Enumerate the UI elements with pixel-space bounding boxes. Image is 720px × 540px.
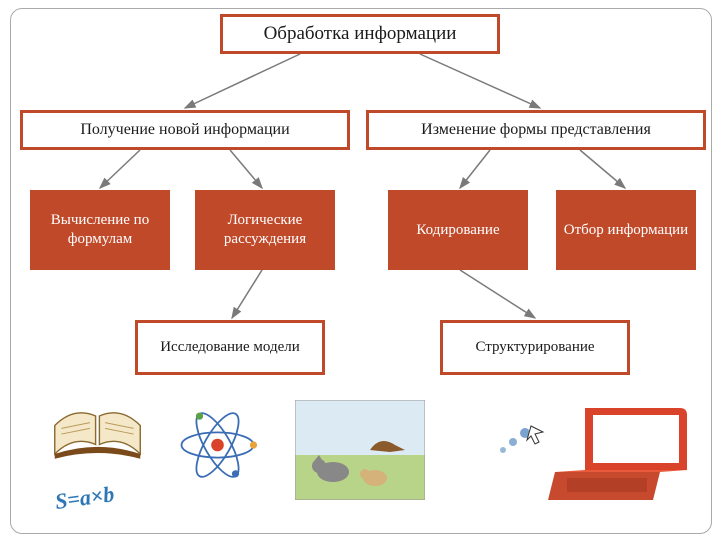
node-rchild-label: Структурирование xyxy=(475,339,594,356)
node-root-label: Обработка информации xyxy=(264,23,457,45)
node-r1-label: Кодирование xyxy=(416,221,499,240)
node-root: Обработка информации xyxy=(220,14,500,54)
animals-scene-icon xyxy=(295,400,425,500)
open-book-icon xyxy=(50,400,145,470)
node-r1: Кодирование xyxy=(388,190,528,270)
node-l2-label: Логические рассуждения xyxy=(195,211,335,249)
node-l1: Вычисление по формулам xyxy=(30,190,170,270)
node-lchild: Исследование модели xyxy=(135,320,325,375)
node-r2-label: Отбор информации xyxy=(564,221,688,240)
cursor-trail-icon xyxy=(495,420,545,460)
node-rchild: Структурирование xyxy=(440,320,630,375)
node-left-label: Получение новой информации xyxy=(80,121,289,139)
node-right: Изменение формы представления xyxy=(366,110,706,150)
node-right-label: Изменение формы представления xyxy=(421,121,651,139)
laptop-icon xyxy=(545,400,695,510)
node-l2: Логические рассуждения xyxy=(195,190,335,270)
node-left: Получение новой информации xyxy=(20,110,350,150)
node-lchild-label: Исследование модели xyxy=(160,339,300,356)
node-l1-label: Вычисление по формулам xyxy=(30,211,170,249)
node-r2: Отбор информации xyxy=(556,190,696,270)
atom-icon xyxy=(170,400,265,490)
